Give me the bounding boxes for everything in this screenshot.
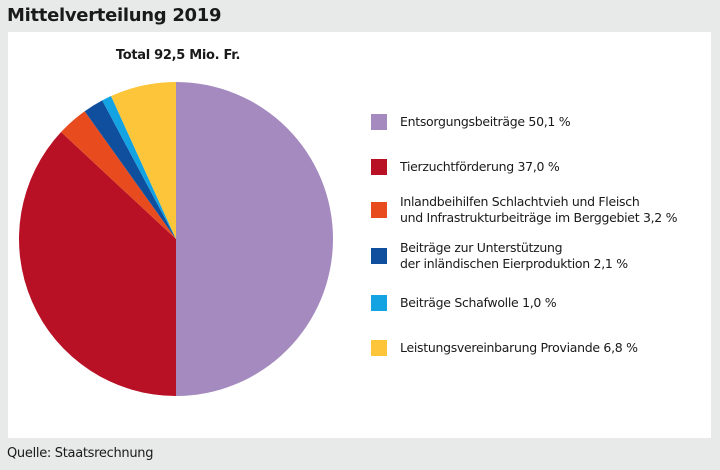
- legend-label: Inlandbeihilfen Schlachtvieh und Fleisch…: [400, 194, 678, 225]
- pie-slice-2: [61, 111, 176, 239]
- chart-title: Mittelverteilung 2019: [7, 5, 222, 26]
- legend-swatch: [371, 340, 387, 356]
- chart-subtitle: Total 92,5 Mio. Fr.: [115, 48, 241, 63]
- source-note: Quelle: Staatsrechnung: [7, 446, 154, 461]
- legend-swatch: [371, 159, 387, 175]
- pie-slice-1: [18, 132, 176, 396]
- chart-panel: Total 92,5 Mio. Fr. Entsorgungsbeiträge …: [8, 32, 711, 438]
- pie-slice-4: [102, 96, 176, 240]
- legend-label: Tierzuchtförderung 37,0 %: [400, 159, 560, 174]
- pie-slice-5: [111, 82, 176, 239]
- legend-label: Beiträge Schafwolle 1,0 %: [400, 295, 557, 310]
- legend-item: Leistungsvereinbarung Proviande 6,8 %: [371, 340, 711, 356]
- legend-swatch: [371, 202, 387, 218]
- pie-chart: [18, 82, 333, 396]
- legend-swatch: [371, 248, 387, 264]
- legend-item: Entsorgungsbeiträge 50,1 %: [371, 114, 711, 130]
- legend-label: Leistungsvereinbarung Proviande 6,8 %: [400, 340, 638, 355]
- pie-slice-0: [176, 82, 333, 396]
- legend-label: Entsorgungsbeiträge 50,1 %: [400, 114, 571, 129]
- legend-label: Beiträge zur Unterstützung der inländisch…: [400, 240, 628, 271]
- pie-slice-3: [84, 100, 176, 239]
- legend-swatch: [371, 114, 387, 130]
- legend-swatch: [371, 295, 387, 311]
- legend-item: Inlandbeihilfen Schlachtvieh und Fleisch…: [371, 194, 711, 226]
- legend-item: Tierzuchtförderung 37,0 %: [371, 159, 711, 175]
- legend-item: Beiträge zur Unterstützung der inländisch…: [371, 240, 711, 272]
- legend-item: Beiträge Schafwolle 1,0 %: [371, 295, 711, 311]
